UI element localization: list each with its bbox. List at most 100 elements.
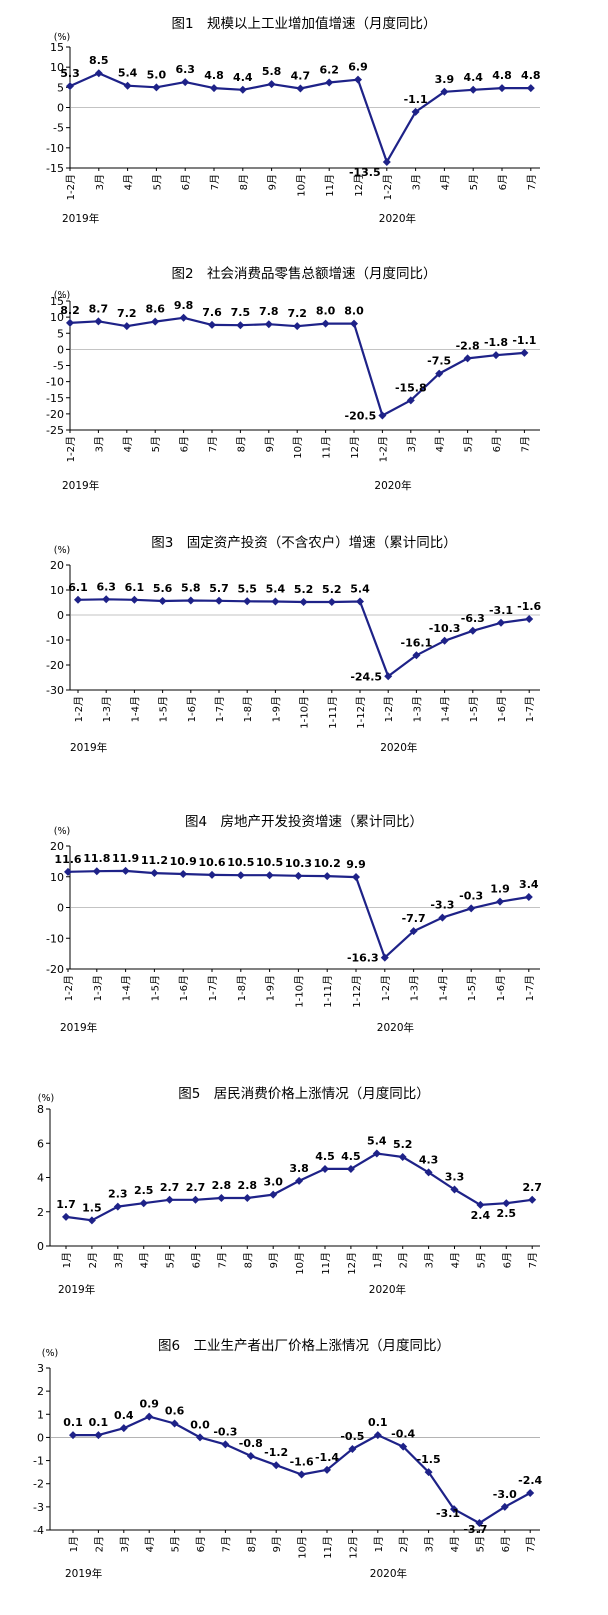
x-tick-label: 1-9月 bbox=[270, 696, 282, 722]
data-point bbox=[87, 1216, 96, 1225]
data-point bbox=[94, 317, 103, 326]
x-tick-label: 10月 bbox=[292, 436, 304, 459]
chart-title: 图4 房地产开发投资增速（累计同比） bbox=[185, 814, 423, 830]
data-label: 0.1 bbox=[89, 1416, 109, 1429]
data-label: -16.1 bbox=[401, 636, 433, 649]
x-tick-label: 9月 bbox=[271, 1536, 283, 1552]
data-label: 4.5 bbox=[341, 1150, 361, 1163]
data-label: -1.1 bbox=[512, 334, 536, 347]
unit-label: (%) bbox=[54, 32, 70, 43]
data-label: 5.4 bbox=[350, 583, 370, 596]
data-label: 3.0 bbox=[263, 1176, 283, 1189]
data-label: 4.8 bbox=[204, 69, 224, 82]
year-label: 2019年 bbox=[65, 1567, 102, 1580]
data-point bbox=[528, 1195, 537, 1204]
x-tick-label: 6月 bbox=[497, 174, 509, 190]
data-label: 1.5 bbox=[82, 1201, 102, 1214]
data-point bbox=[467, 904, 476, 913]
data-label: 2.7 bbox=[186, 1181, 206, 1194]
data-label: 4.4 bbox=[233, 71, 253, 84]
data-label: -0.3 bbox=[459, 889, 483, 902]
y-tick-label: 5 bbox=[57, 327, 64, 340]
data-point bbox=[66, 82, 74, 91]
data-label: 10.5 bbox=[227, 856, 254, 869]
x-tick-label: 3月 bbox=[424, 1536, 436, 1552]
data-label: 2.7 bbox=[160, 1181, 180, 1194]
x-tick-label: 5月 bbox=[150, 436, 162, 452]
x-tick-label: 1-5月 bbox=[468, 696, 480, 722]
data-label: 6.9 bbox=[348, 61, 368, 74]
data-label: 8.0 bbox=[344, 305, 364, 318]
data-point bbox=[210, 84, 218, 93]
unit-label: (%) bbox=[54, 545, 70, 556]
x-tick-label: 1-4月 bbox=[437, 975, 449, 1001]
y-tick-label: -20 bbox=[46, 659, 64, 672]
data-point bbox=[382, 157, 391, 166]
data-point bbox=[267, 80, 276, 89]
y-tick-label: 3 bbox=[37, 1362, 44, 1375]
x-tick-label: 1-5月 bbox=[158, 696, 170, 722]
data-label: 9.9 bbox=[346, 858, 366, 871]
x-tick-label: 1-11月 bbox=[322, 975, 334, 1008]
data-label: -0.4 bbox=[391, 1428, 415, 1441]
x-tick-label: 1-4月 bbox=[440, 696, 452, 722]
data-point bbox=[196, 1433, 204, 1442]
data-point bbox=[123, 81, 132, 90]
data-point bbox=[424, 1468, 433, 1477]
data-point bbox=[435, 369, 444, 378]
y-tick-label: -3 bbox=[33, 1501, 44, 1514]
x-tick-label: 8月 bbox=[242, 1252, 254, 1268]
y-tick-label: -15 bbox=[46, 162, 64, 175]
y-tick-label: 20 bbox=[50, 840, 64, 853]
x-tick-label: 11月 bbox=[322, 1536, 334, 1559]
data-point bbox=[350, 319, 358, 328]
year-label: 2020年 bbox=[380, 741, 417, 754]
data-point bbox=[299, 598, 308, 606]
data-label: 6.1 bbox=[68, 581, 88, 594]
data-point bbox=[496, 897, 504, 906]
data-label: -24.5 bbox=[350, 670, 382, 683]
data-point bbox=[399, 1442, 408, 1451]
x-tick-label: 4月 bbox=[123, 174, 135, 190]
data-point bbox=[412, 651, 421, 660]
data-point bbox=[498, 84, 506, 93]
data-label: 5.2 bbox=[393, 1138, 413, 1151]
data-point bbox=[411, 107, 420, 116]
x-tick-label: 1-2月 bbox=[382, 174, 394, 200]
data-label: 5.4 bbox=[266, 583, 286, 596]
data-point bbox=[492, 351, 500, 360]
y-tick-label: -2 bbox=[33, 1478, 44, 1491]
data-label: -10.3 bbox=[429, 622, 461, 635]
data-point bbox=[520, 348, 529, 357]
x-tick-label: 1-2月 bbox=[65, 174, 77, 200]
data-point bbox=[294, 871, 303, 880]
data-label: 0.0 bbox=[190, 1418, 210, 1431]
data-point bbox=[321, 1164, 329, 1173]
x-tick-label: 1-5月 bbox=[466, 975, 478, 1001]
series-line bbox=[69, 316, 525, 417]
data-point bbox=[152, 83, 161, 92]
y-tick-label: 10 bbox=[50, 871, 64, 884]
data-point bbox=[424, 1168, 433, 1177]
data-label: 10.6 bbox=[198, 856, 225, 869]
x-tick-label: 6月 bbox=[500, 1536, 512, 1552]
x-tick-label: 8月 bbox=[235, 436, 247, 452]
data-point bbox=[380, 953, 389, 962]
data-label: 11.6 bbox=[54, 853, 81, 866]
y-tick-label: -25 bbox=[46, 424, 64, 437]
data-label: 4.8 bbox=[521, 69, 541, 82]
x-tick-label: 6月 bbox=[491, 436, 503, 452]
y-tick-label: -20 bbox=[46, 408, 64, 421]
x-tick-label: 4月 bbox=[144, 1536, 156, 1552]
data-point bbox=[297, 1470, 306, 1479]
data-label: 4.4 bbox=[463, 71, 483, 84]
data-label: 6.1 bbox=[125, 581, 145, 594]
data-label: 3.8 bbox=[289, 1162, 309, 1175]
unit-label: (%) bbox=[54, 826, 70, 837]
x-tick-label: 12月 bbox=[349, 436, 361, 459]
x-tick-label: 2月 bbox=[398, 1252, 410, 1268]
x-tick-label: 2月 bbox=[93, 1536, 105, 1552]
x-tick-label: 1-2月 bbox=[63, 975, 75, 1001]
unit-label: (%) bbox=[42, 1348, 58, 1359]
data-label: 11.9 bbox=[112, 852, 139, 865]
